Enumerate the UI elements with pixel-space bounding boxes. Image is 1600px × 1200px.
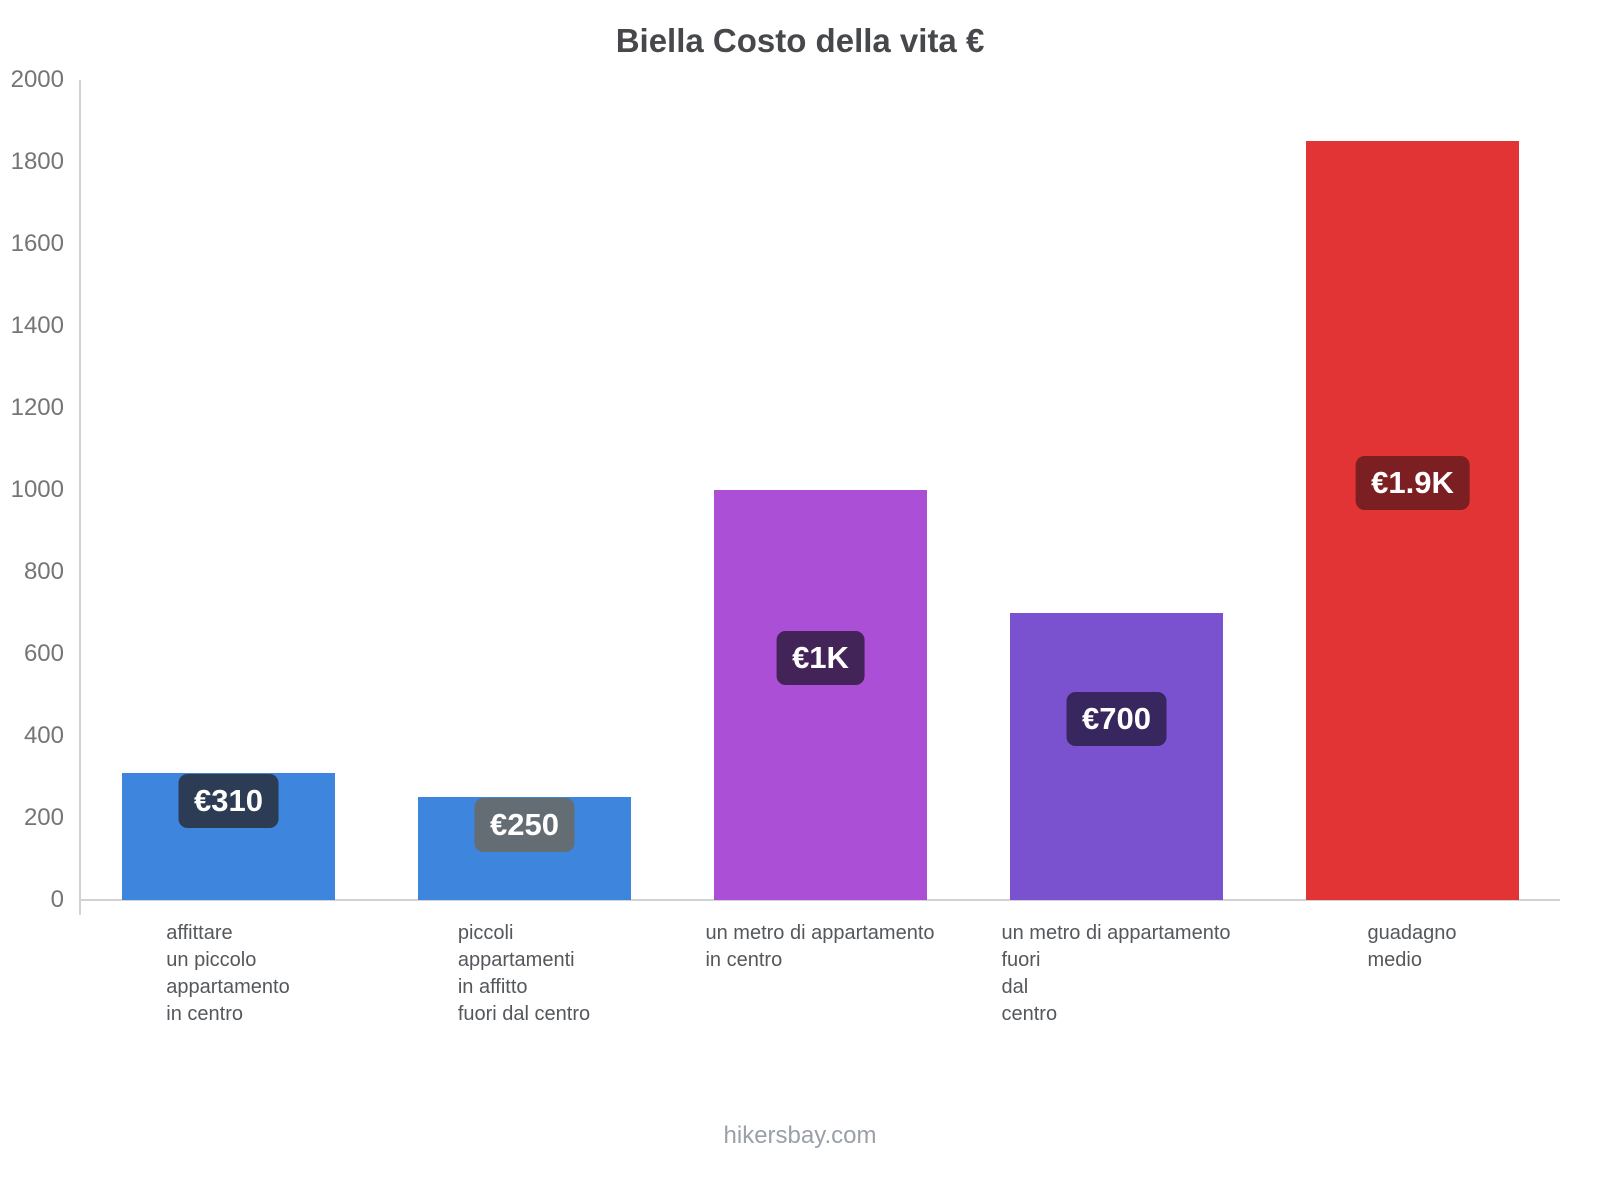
bar-2: €250 (418, 797, 631, 900)
x-axis-label-text: un metro di appartamento in centro (705, 922, 935, 971)
footer-watermark: hikersbay.com (723, 1122, 877, 1149)
x-axis-baseline (80, 899, 1560, 901)
value-badge: €700 (1066, 692, 1167, 746)
x-axis-label: un metro di appartamento fuori dal centro (968, 920, 1264, 1028)
bar-4: €700 (1010, 613, 1223, 900)
y-axis-tick-label: 1000 (10, 476, 64, 503)
value-badge: €1K (776, 631, 865, 685)
x-axis-label-text: guadagno medio (1367, 922, 1457, 971)
y-axis: 0 200 400 600 800 1000 1200 1400 1600 1800 2000 (0, 66, 70, 913)
bar-3: €1K (714, 490, 927, 900)
y-axis-tick-label: 200 (23, 804, 64, 831)
y-axis-tick-label: 0 (50, 886, 64, 913)
y-axis-tick-label: 400 (23, 722, 64, 749)
x-axis-label-text: un metro di appartamento fuori dal centro (1001, 922, 1231, 1025)
x-axis-label: guadagno medio (1264, 920, 1560, 974)
chart-title: Biella Costo della vita € (615, 22, 985, 59)
x-axis-label: un metro di appartamento in centro (672, 920, 968, 974)
value-badge: €250 (474, 798, 575, 852)
value-badge: €310 (178, 774, 279, 828)
y-axis-line (79, 80, 81, 915)
value-badge: €1.9K (1355, 456, 1470, 510)
y-axis-tick-label: 2000 (10, 66, 64, 93)
y-axis-tick-label: 1800 (10, 148, 64, 175)
y-axis-tick-label: 1600 (10, 230, 64, 257)
x-axis-labels: affittare un piccolo appartamento in centro… (80, 920, 1560, 1050)
x-axis-label: piccoli appartamenti in affitto fuori dal c… (376, 920, 672, 1028)
x-axis-label-text: piccoli appartamenti in affitto fuori dal c… (457, 922, 591, 1025)
y-axis-tick-label: 800 (23, 558, 64, 585)
y-axis-tick-label: 600 (23, 640, 64, 667)
y-axis-tick-label: 1200 (10, 394, 64, 421)
x-axis-label: affittare un piccolo appartamento in centro (80, 920, 376, 1028)
y-axis-tick-label: 1400 (10, 312, 64, 339)
bar-1: €310 (122, 773, 335, 900)
bar-5: €1.9K (1306, 141, 1519, 900)
plot-area: €310 €250 €1K €700 €1.9K (80, 80, 1560, 900)
x-axis-label-text: affittare un piccolo appartamento in centro (166, 922, 290, 1025)
